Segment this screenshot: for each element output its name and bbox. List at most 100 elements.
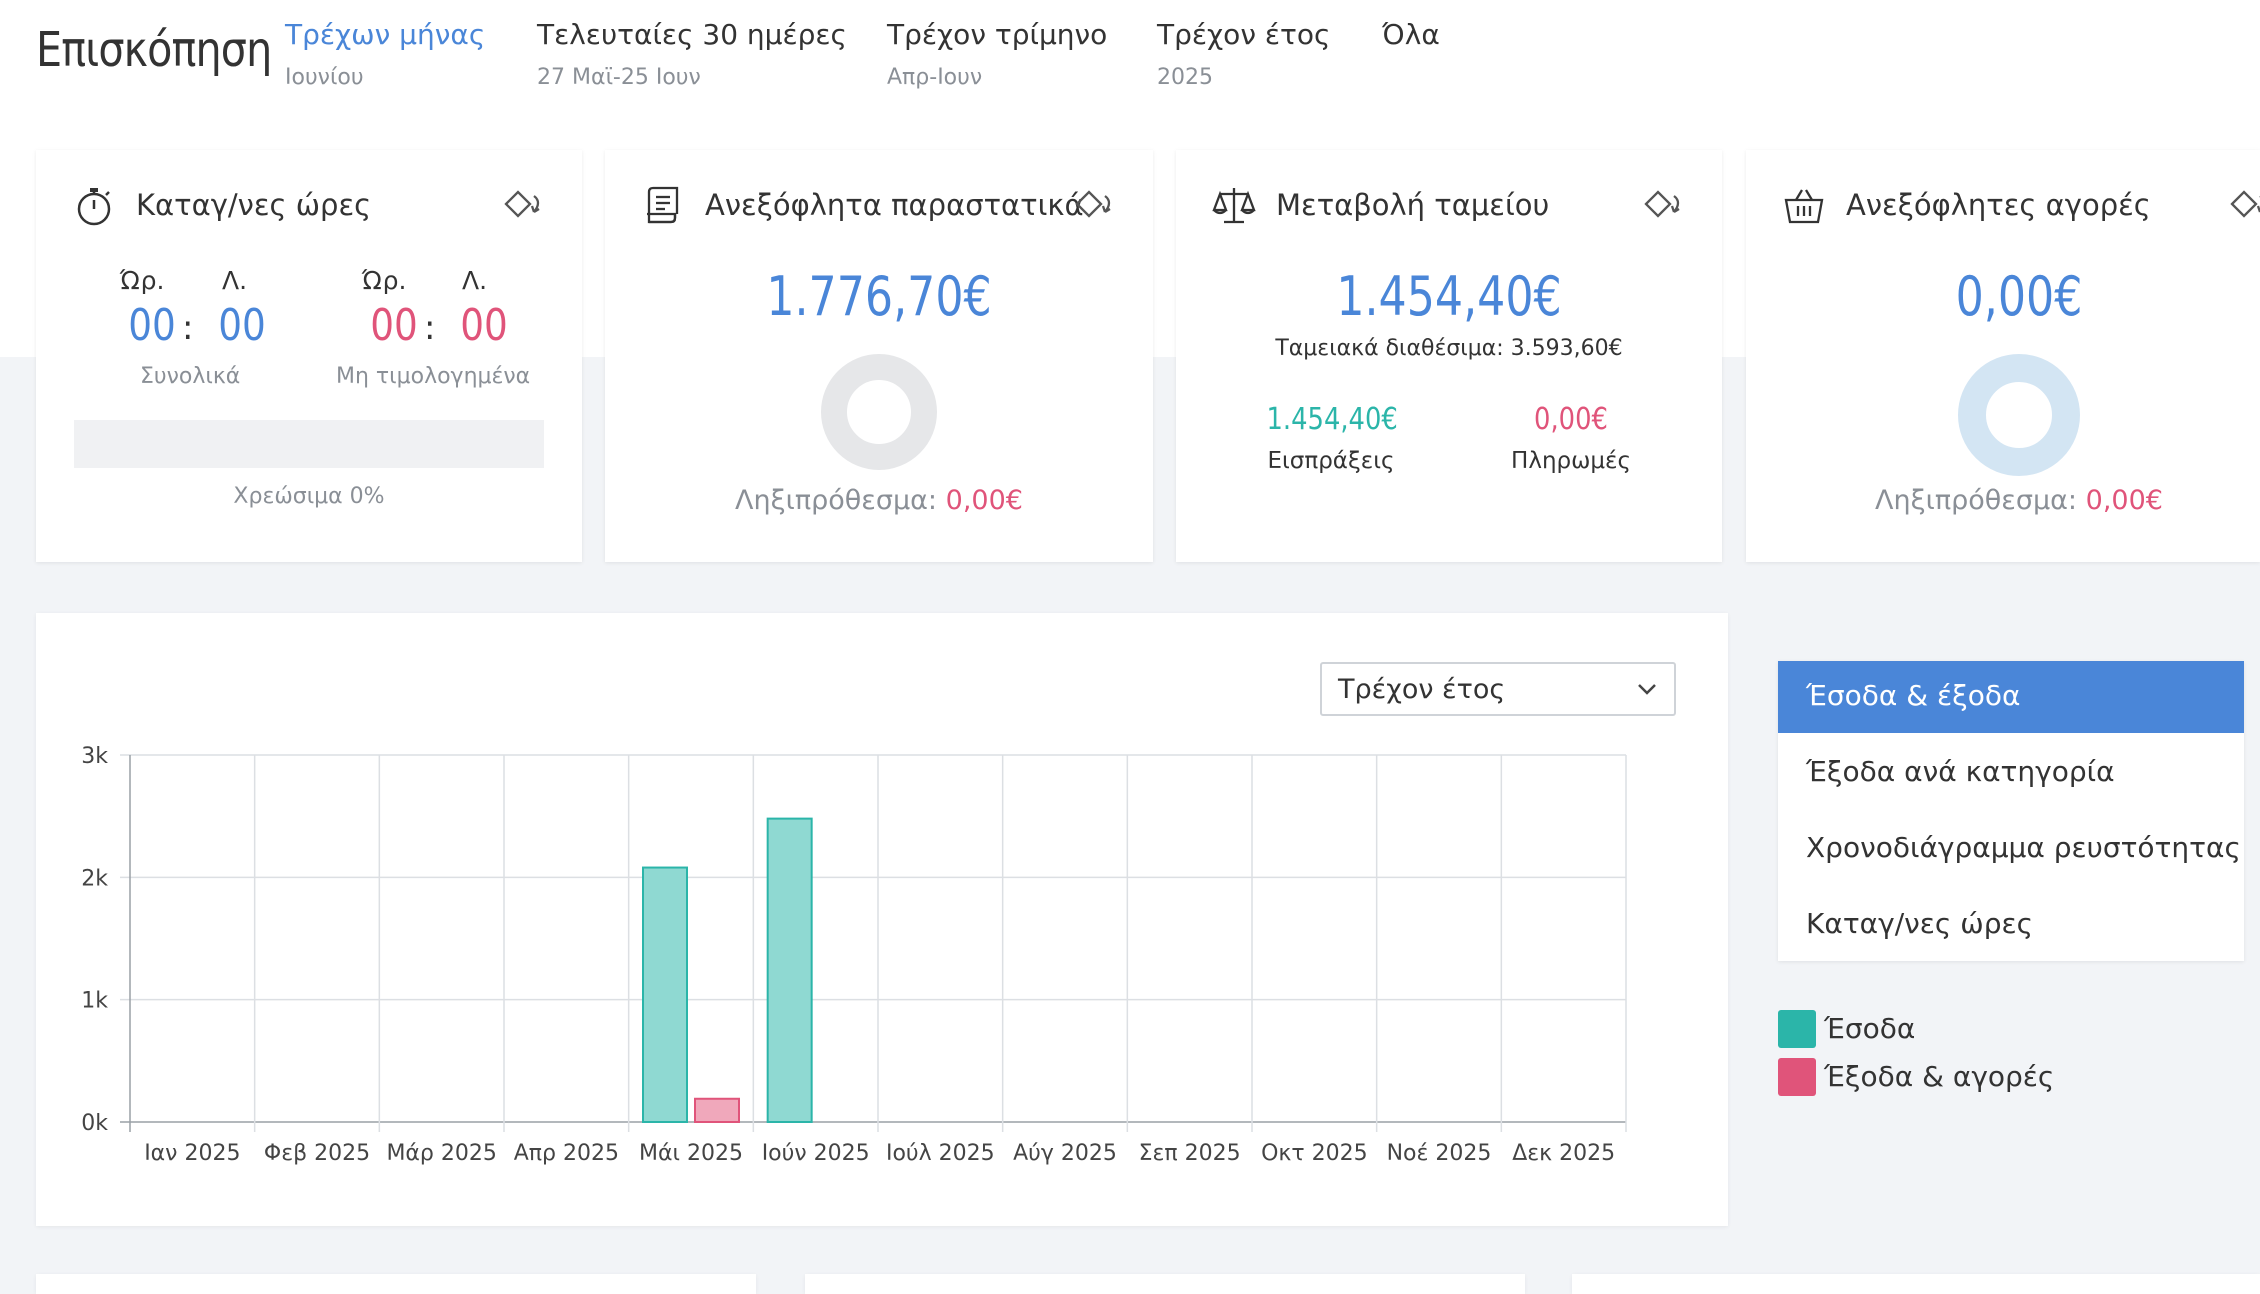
y-tick-label: 2k	[81, 866, 108, 891]
period-sub: Ιουνίου	[285, 65, 364, 90]
x-tick-label: Δεκ 2025	[1512, 1141, 1615, 1166]
bar-income	[642, 866, 688, 1124]
card-title: Ανεξόφλητες αγορές	[1846, 188, 2151, 222]
bottom-card	[1572, 1274, 2260, 1294]
total-caption: Συνολικά	[140, 364, 241, 389]
period-label: Όλα	[1382, 18, 1440, 51]
x-tick-label: Νοέ 2025	[1387, 1141, 1492, 1166]
cash-available: Ταμειακά διαθέσιμα: 3.593,60€	[1275, 336, 1623, 361]
billable-progress-bar	[74, 420, 544, 468]
period-last-30-days[interactable]: Τελευταίες 30 ημέρες 27 Μαϊ-25 Ιουν	[537, 18, 847, 90]
y-tick-label: 0k	[81, 1111, 108, 1136]
menu-item-logged-hours[interactable]: Καταγ/νες ώρες	[1778, 889, 2244, 961]
x-tick-label: Απρ 2025	[514, 1141, 619, 1166]
card-settings-icon[interactable]	[1073, 188, 1117, 224]
bar-expenses	[694, 1097, 740, 1124]
x-tick-label: Σεπ 2025	[1139, 1141, 1241, 1166]
period-label: Τρέχων μήνας	[285, 18, 486, 51]
overdue-value: 0,00€	[945, 485, 1023, 516]
unpaid-invoices-overdue: Ληξιπρόθεσμα: 0,00€	[605, 485, 1153, 516]
menu-item-expenses-by-category[interactable]: Έξοδα ανά κατηγορία	[1778, 737, 2244, 809]
stopwatch-icon	[77, 188, 111, 226]
header: Επισκόπηση Τρέχων μήνας Ιουνίου Τελευταί…	[0, 0, 2260, 140]
unpaid-purchases-amount: 0,00€	[1955, 265, 2083, 328]
unpaid-invoices-donut	[821, 354, 937, 470]
x-tick-label: Αύγ 2025	[1013, 1141, 1117, 1166]
select-value: Τρέχον έτος	[1338, 674, 1506, 705]
card-title: Καταγ/νες ώρες	[136, 188, 372, 222]
time-separator: :	[182, 308, 194, 348]
receipts-label: Εισπράξεις	[1267, 448, 1395, 474]
minutes-label: Λ.	[462, 266, 488, 295]
bar-income	[766, 817, 813, 1123]
overdue-value: 0,00€	[2085, 485, 2163, 516]
unpaid-purchases-donut	[1958, 354, 2080, 476]
bottom-card	[36, 1274, 756, 1294]
balance-scale-icon	[1212, 188, 1256, 224]
period-current-year[interactable]: Τρέχον έτος 2025	[1157, 18, 1330, 90]
receipts-value: 1.454,40€	[1266, 402, 1398, 437]
period-label: Τρέχον τρίμηνο	[887, 18, 1108, 51]
menu-item-label: Έσοδα & έξοδα	[1806, 679, 2021, 712]
unbilled-minutes-value: 00	[460, 300, 508, 351]
menu-item-income-expenses[interactable]: Έσοδα & έξοδα	[1778, 661, 2244, 733]
chevron-down-icon	[1638, 684, 1656, 695]
period-current-month[interactable]: Τρέχων μήνας Ιουνίου	[285, 18, 485, 90]
y-tick-label: 3k	[81, 744, 108, 769]
x-tick-label: Ιούν 2025	[762, 1141, 870, 1166]
period-sub: 27 Μαϊ-25 Ιουν	[537, 65, 701, 90]
overdue-label: Ληξιπρόθεσμα:	[1875, 485, 2078, 516]
card-settings-icon[interactable]	[502, 188, 546, 224]
x-tick-label: Μάι 2025	[639, 1141, 743, 1166]
payments-label: Πληρωμές	[1511, 448, 1631, 474]
cash-change-amount: 1.454,40€	[1336, 265, 1562, 328]
receipt-icon	[647, 186, 679, 224]
period-current-quarter[interactable]: Τρέχον τρίμηνο Απρ-Ιουν	[887, 18, 1107, 90]
hours-label: Ώρ.	[120, 266, 165, 295]
x-tick-label: Φεβ 2025	[264, 1141, 370, 1166]
bottom-card	[805, 1274, 1525, 1294]
y-tick-label: 1k	[81, 989, 108, 1014]
basket-icon	[1784, 189, 1824, 224]
chart-type-menu: Έσοδα & έξοδα Έξοδα ανά κατηγορία Χρονοδ…	[1778, 661, 2244, 961]
period-label: Τελευταίες 30 ημέρες	[537, 18, 847, 51]
unbilled-hours-value: 00	[370, 300, 418, 351]
card-unpaid-invoices: Ανεξόφλητα παραστατικά 1.776,70€ Ληξιπρό…	[605, 150, 1153, 562]
x-tick-label: Μάρ 2025	[386, 1141, 496, 1166]
unbilled-caption: Μη τιμολογημένα	[336, 364, 531, 389]
card-hours: Καταγ/νες ώρες Ώρ. Λ. Ώρ. Λ. 00 : 00 00 …	[36, 150, 582, 562]
legend-swatch	[1778, 1058, 1816, 1096]
hours-label: Ώρ.	[362, 266, 407, 295]
unpaid-invoices-amount: 1.776,70€	[766, 265, 992, 328]
period-sub: 2025	[1157, 65, 1213, 90]
period-all[interactable]: Όλα	[1382, 18, 1440, 51]
card-title: Μεταβολή ταμείου	[1276, 188, 1550, 222]
period-sub: Απρ-Ιουν	[887, 65, 983, 90]
menu-item-label: Καταγ/νες ώρες	[1806, 907, 2034, 940]
payments-value: 0,00€	[1534, 402, 1608, 437]
x-tick-label: Ιούλ 2025	[886, 1141, 995, 1166]
time-separator: :	[424, 308, 436, 348]
page-title: Επισκόπηση	[36, 22, 272, 78]
chart-period-select[interactable]: Τρέχον έτος	[1320, 662, 1676, 716]
menu-item-label: Έξοδα ανά κατηγορία	[1806, 755, 2115, 788]
total-minutes-value: 00	[218, 300, 266, 351]
overdue-label: Ληξιπρόθεσμα:	[735, 485, 938, 516]
period-label: Τρέχον έτος	[1157, 18, 1331, 51]
unpaid-purchases-overdue: Ληξιπρόθεσμα: 0,00€	[1746, 485, 2260, 516]
income-expense-chart: 0k 1k 2k 3k Ιαν 2025 Φεβ 2025 Μάρ 2025 Απρ 2025…	[81, 744, 1627, 1166]
menu-item-cash-flow-timeline[interactable]: Χρονοδιάγραμμα ρευστότητας	[1778, 813, 2244, 885]
card-settings-icon[interactable]	[2228, 188, 2260, 224]
card-unpaid-purchases: Ανεξόφλητες αγορές 0,00€ Ληξιπρόθεσμα: 0…	[1746, 150, 2260, 562]
x-tick-label: Οκτ 2025	[1261, 1141, 1368, 1166]
billable-text: Χρεώσιμα 0%	[233, 484, 385, 509]
card-settings-icon[interactable]	[1642, 188, 1686, 224]
legend-swatch	[1778, 1010, 1816, 1048]
total-hours-value: 00	[128, 300, 176, 351]
x-tick-label: Ιαν 2025	[144, 1141, 240, 1166]
card-title: Ανεξόφλητα παραστατικά	[705, 188, 1084, 222]
legend-label: Έσοδα	[1824, 1012, 1916, 1045]
menu-item-label: Χρονοδιάγραμμα ρευστότητας	[1806, 831, 2241, 864]
legend-label: Έξοδα & αγορές	[1824, 1060, 2055, 1093]
card-cash-change: Μεταβολή ταμείου 1.454,40€ Ταμειακά διαθ…	[1176, 150, 1722, 562]
